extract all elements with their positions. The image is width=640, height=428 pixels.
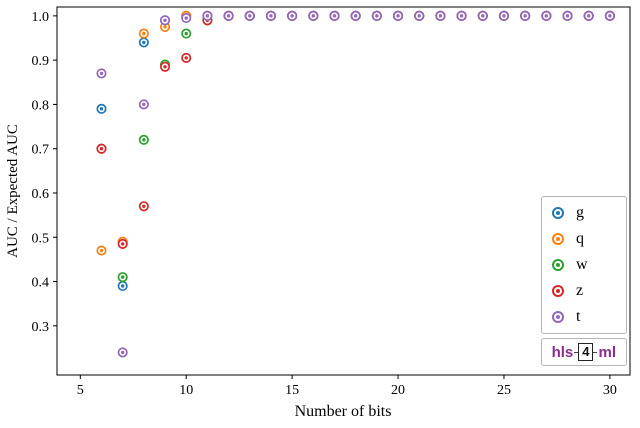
legend-marker-g: [552, 207, 564, 219]
legend-label-g: g: [576, 204, 584, 221]
y-tick-label: 0.6: [32, 187, 50, 202]
legend-item-w: w: [552, 255, 618, 275]
point-center-t: [120, 350, 125, 355]
point-center-t: [99, 71, 104, 76]
point-center-w: [120, 275, 125, 279]
legend-marker-dot: [556, 237, 560, 241]
x-tick-label: 20: [391, 383, 405, 398]
point-center-t: [311, 14, 316, 18]
hls4ml-logo-hls: hls: [551, 343, 574, 361]
legend-item-q: q: [552, 229, 618, 249]
point-center-t: [523, 14, 527, 18]
point-center-t: [248, 14, 252, 18]
point-center-t: [417, 14, 421, 18]
point-center-t: [565, 14, 570, 18]
point-center-t: [481, 14, 485, 18]
point-center-q: [99, 248, 104, 253]
legend-item-g: g: [552, 203, 618, 223]
legend-marker-w: [552, 259, 564, 271]
x-tick-label: 10: [179, 383, 193, 398]
hls4ml-logo-ml: ml: [598, 343, 616, 361]
point-center-t: [459, 14, 464, 18]
x-tick-label: 15: [285, 383, 299, 398]
point-center-t: [205, 14, 210, 18]
point-center-q: [163, 25, 167, 29]
legend-item-t: t: [552, 307, 618, 327]
y-axis-label: AUC / Expected AUC: [5, 124, 21, 258]
legend-marker-dot: [556, 263, 560, 267]
hls4ml-logo-chip-4: 4: [574, 343, 598, 361]
y-tick-label: 0.7: [32, 143, 50, 158]
point-center-t: [226, 14, 231, 18]
point-center-t: [163, 18, 167, 22]
legend-marker-dot: [556, 289, 560, 293]
legend-marker-t: [552, 311, 564, 323]
point-center-t: [375, 14, 379, 18]
x-tick-label: 5: [77, 383, 84, 398]
point-center-t: [290, 14, 294, 18]
x-tick-label: 30: [603, 383, 617, 398]
point-center-t: [438, 14, 443, 18]
point-center-g: [120, 284, 125, 288]
x-axis-label: Number of bits: [295, 403, 392, 420]
point-center-z: [184, 56, 188, 60]
point-center-t: [544, 14, 549, 18]
legend-marker-dot: [556, 315, 560, 319]
point-center-t: [396, 14, 400, 18]
y-tick-label: 0.8: [32, 98, 50, 113]
point-center-z: [163, 65, 167, 69]
axes-frame: [56, 6, 631, 376]
legend-label-t: t: [576, 308, 581, 325]
point-center-w: [142, 138, 146, 142]
legend-label-z: z: [576, 282, 584, 299]
y-tick-label: 0.3: [32, 320, 50, 335]
point-center-t: [269, 14, 273, 18]
legend-item-z: z: [552, 281, 618, 301]
point-center-z: [142, 204, 146, 208]
point-center-t: [184, 16, 188, 20]
x-tick-label: 25: [497, 383, 511, 398]
hls4ml-logo: hls 4 ml: [540, 338, 627, 366]
point-center-w: [184, 31, 188, 36]
y-tick-label: 0.9: [32, 54, 50, 69]
point-center-t: [608, 14, 612, 18]
point-center-t: [142, 102, 146, 107]
point-center-q: [142, 31, 146, 36]
legend-marker-z: [552, 285, 564, 297]
y-tick-label: 0.4: [32, 276, 50, 291]
legend-label-w: w: [576, 256, 588, 273]
legend-marker-q: [552, 233, 564, 245]
point-center-t: [502, 14, 506, 18]
point-center-t: [332, 14, 337, 18]
y-tick-label: 0.5: [32, 231, 50, 246]
point-center-t: [586, 14, 591, 18]
y-tick-label: 1.0: [32, 10, 50, 25]
point-center-g: [142, 40, 146, 45]
legend-label-q: q: [576, 230, 584, 247]
point-center-z: [99, 147, 104, 151]
legend: g q w z t: [541, 196, 627, 334]
point-center-t: [353, 14, 358, 18]
point-center-g: [99, 107, 104, 111]
point-center-z: [120, 242, 125, 246]
legend-marker-dot: [556, 211, 560, 215]
